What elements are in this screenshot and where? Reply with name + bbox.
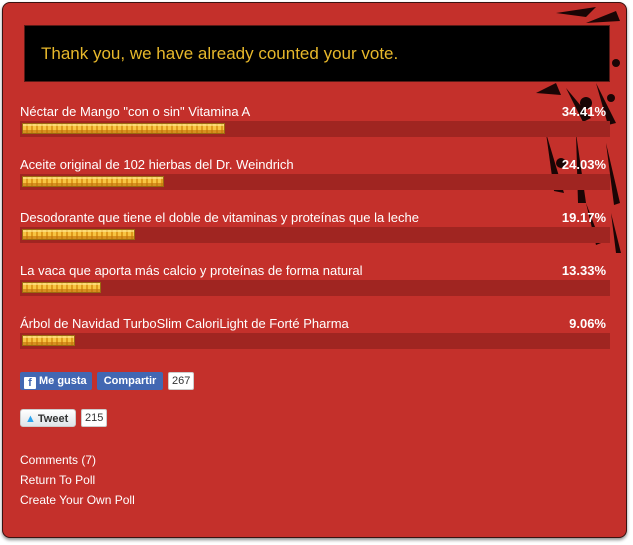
option-percent: 24.03% — [561, 157, 606, 172]
ink-splatter-decoration — [536, 7, 621, 253]
facebook-count: 267 — [168, 372, 195, 390]
result-bar-fill — [22, 335, 76, 346]
result-bar-fill — [22, 229, 136, 240]
like-label: Me gusta — [39, 375, 87, 387]
comments-link[interactable]: Comments (7) — [20, 453, 97, 467]
result-bar-fill — [22, 123, 226, 134]
facebook-like-button[interactable]: f Me gusta — [20, 372, 92, 390]
option-label: Néctar de Mango "con o sin" Vitamina A — [20, 104, 251, 119]
option-percent: 13.33% — [561, 263, 606, 278]
result-bar-track — [20, 333, 610, 349]
tweet-count: 215 — [81, 409, 108, 427]
result-bar-track — [20, 227, 610, 243]
share-label: Compartir — [103, 375, 157, 387]
result-bar-track — [20, 174, 610, 190]
poll-results-panel: Thank you, we have already counted your … — [2, 2, 627, 538]
option-percent: 34.41% — [561, 104, 606, 119]
result-bar-track — [20, 280, 610, 296]
option-percent: 19.17% — [561, 210, 606, 225]
result-bar-fill — [22, 282, 101, 293]
notice-text: Thank you, we have already counted your … — [41, 44, 399, 63]
option-label: La vaca que aporta más calcio y proteína… — [20, 263, 363, 278]
facebook-share-button[interactable]: Compartir — [97, 372, 163, 390]
result-bar-fill — [22, 176, 164, 187]
facebook-icon: f — [24, 377, 36, 389]
tweet-button[interactable]: ▲ Tweet — [20, 409, 76, 427]
return-to-poll-link[interactable]: Return To Poll — [20, 473, 96, 487]
result-bar-track — [20, 121, 610, 137]
create-poll-link[interactable]: Create Your Own Poll — [20, 493, 135, 507]
twitter-bird-icon: ▲ — [25, 413, 36, 425]
vote-counted-notice: Thank you, we have already counted your … — [24, 25, 610, 82]
option-label: Árbol de Navidad TurboSlim CaloriLight d… — [20, 316, 349, 331]
option-label: Desodorante que tiene el doble de vitami… — [20, 210, 419, 225]
option-label: Aceite original de 102 hierbas del Dr. W… — [20, 157, 294, 172]
option-percent: 9.06% — [569, 316, 606, 331]
tweet-label: Tweet — [37, 413, 69, 425]
